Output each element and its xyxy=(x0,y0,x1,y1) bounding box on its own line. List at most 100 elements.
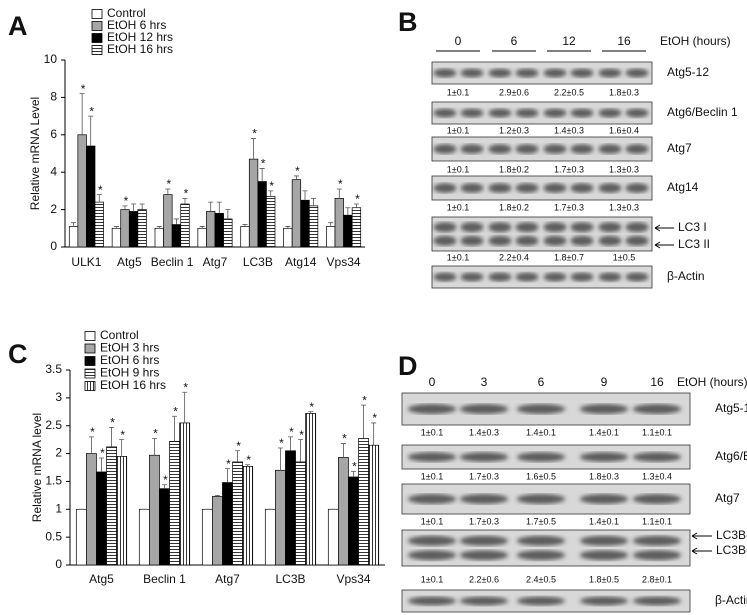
quantification: 2.2±0.6 xyxy=(469,574,499,584)
row-label: LC3B-II xyxy=(716,543,747,557)
y-tick-label: 4 xyxy=(50,164,57,178)
error-bar xyxy=(79,93,85,135)
blot-band xyxy=(433,235,457,246)
row-label: β-Actin xyxy=(667,269,705,283)
blot-band xyxy=(407,535,457,546)
blot-band xyxy=(488,144,512,154)
bar xyxy=(77,134,87,248)
blot-band xyxy=(543,68,567,78)
bar xyxy=(171,224,182,248)
error-bar xyxy=(285,226,291,229)
significance: * xyxy=(269,179,274,193)
blot-band xyxy=(515,144,539,154)
error-bar xyxy=(235,450,241,462)
row-label: Atg7 xyxy=(715,491,740,505)
quantification: 1.4±0.3 xyxy=(469,427,499,437)
significance: * xyxy=(362,393,367,407)
significance: * xyxy=(338,177,343,191)
lane-label: 6 xyxy=(511,34,518,48)
legend-label: Control xyxy=(107,6,146,20)
legend-swatch xyxy=(84,381,96,391)
blot-band xyxy=(598,183,622,193)
bar xyxy=(120,209,130,248)
blot-band xyxy=(598,235,622,246)
blot-band xyxy=(515,272,539,282)
bar xyxy=(326,226,336,248)
error-bar xyxy=(302,190,308,201)
error-bar xyxy=(151,438,157,456)
blot-band xyxy=(598,272,622,282)
blot-band xyxy=(570,235,594,246)
blot-band xyxy=(488,108,512,118)
error-bar xyxy=(173,218,179,225)
bar xyxy=(266,196,276,248)
blot-band xyxy=(407,404,457,414)
blot-band xyxy=(459,596,509,606)
y-tick-label: 2.5 xyxy=(45,418,62,432)
blot-band xyxy=(598,222,622,233)
x-tick-label: ULK1 xyxy=(71,255,101,269)
significance: * xyxy=(184,187,189,201)
blot-band xyxy=(488,183,512,193)
blot-band xyxy=(488,235,512,246)
blot-band xyxy=(433,108,457,118)
quantification: 1±0.1 xyxy=(421,471,443,481)
bar xyxy=(149,454,160,566)
error-bar xyxy=(71,222,77,227)
error-bar xyxy=(182,391,188,423)
panel-letter: D xyxy=(398,351,418,381)
quantification: 1±0.1 xyxy=(421,574,443,584)
bar xyxy=(154,227,164,248)
x-tick-label: Beclin 1 xyxy=(151,255,194,269)
blot-band xyxy=(625,108,649,118)
legend-swatch xyxy=(91,33,103,43)
quantification: 1.8±0.5 xyxy=(589,574,619,584)
error-bar xyxy=(208,201,214,212)
legend-swatch xyxy=(91,45,103,55)
blot-band xyxy=(460,222,484,233)
blot-band xyxy=(433,272,457,282)
significance: * xyxy=(226,457,231,471)
blot-band xyxy=(625,183,649,193)
bar xyxy=(291,179,302,248)
bar xyxy=(94,201,104,248)
bar xyxy=(358,438,369,566)
blot-band xyxy=(515,183,539,193)
blot-band xyxy=(570,108,594,118)
bar xyxy=(343,214,353,248)
quantification: 1±0.5 xyxy=(613,252,635,262)
bar xyxy=(232,461,243,566)
x-tick-label: Beclin 1 xyxy=(143,572,186,586)
significance: * xyxy=(309,400,314,414)
header-label: EtOH (hours) xyxy=(660,34,731,48)
blot-band xyxy=(460,235,484,246)
blot-band xyxy=(570,222,594,233)
row-label: Atg6/Belin 1 xyxy=(715,449,747,463)
significance: * xyxy=(124,194,129,208)
quantification: 1.3±0.4 xyxy=(642,471,672,481)
error-bar xyxy=(242,224,248,227)
y-tick-label: 2 xyxy=(50,202,57,216)
y-tick-label: 2 xyxy=(55,446,62,460)
legend-label: EtOH 3 hrs xyxy=(100,341,159,355)
bar xyxy=(68,226,79,248)
quantification: 2.8±0.1 xyxy=(642,574,672,584)
blot-strip xyxy=(401,529,691,567)
significance: * xyxy=(167,177,172,191)
legend-swatch xyxy=(91,21,103,31)
quantification: 1.8±0.2 xyxy=(499,164,529,174)
quantification: 2.2±0.5 xyxy=(554,87,584,97)
x-tick-label: LC3B xyxy=(275,572,305,586)
significance: * xyxy=(372,411,377,425)
blot-band xyxy=(488,272,512,282)
bar xyxy=(212,496,223,566)
quantification: 1±0.1 xyxy=(447,87,469,97)
error-bar xyxy=(336,188,342,199)
quantification: 1.8±0.3 xyxy=(589,471,619,481)
quantification: 1±0.1 xyxy=(421,516,443,526)
quantification: 2.2±0.4 xyxy=(499,252,529,262)
error-bar xyxy=(156,226,162,229)
quantification: 1.2±0.3 xyxy=(499,125,529,135)
blot-strip xyxy=(431,216,653,252)
blot-band xyxy=(570,183,594,193)
